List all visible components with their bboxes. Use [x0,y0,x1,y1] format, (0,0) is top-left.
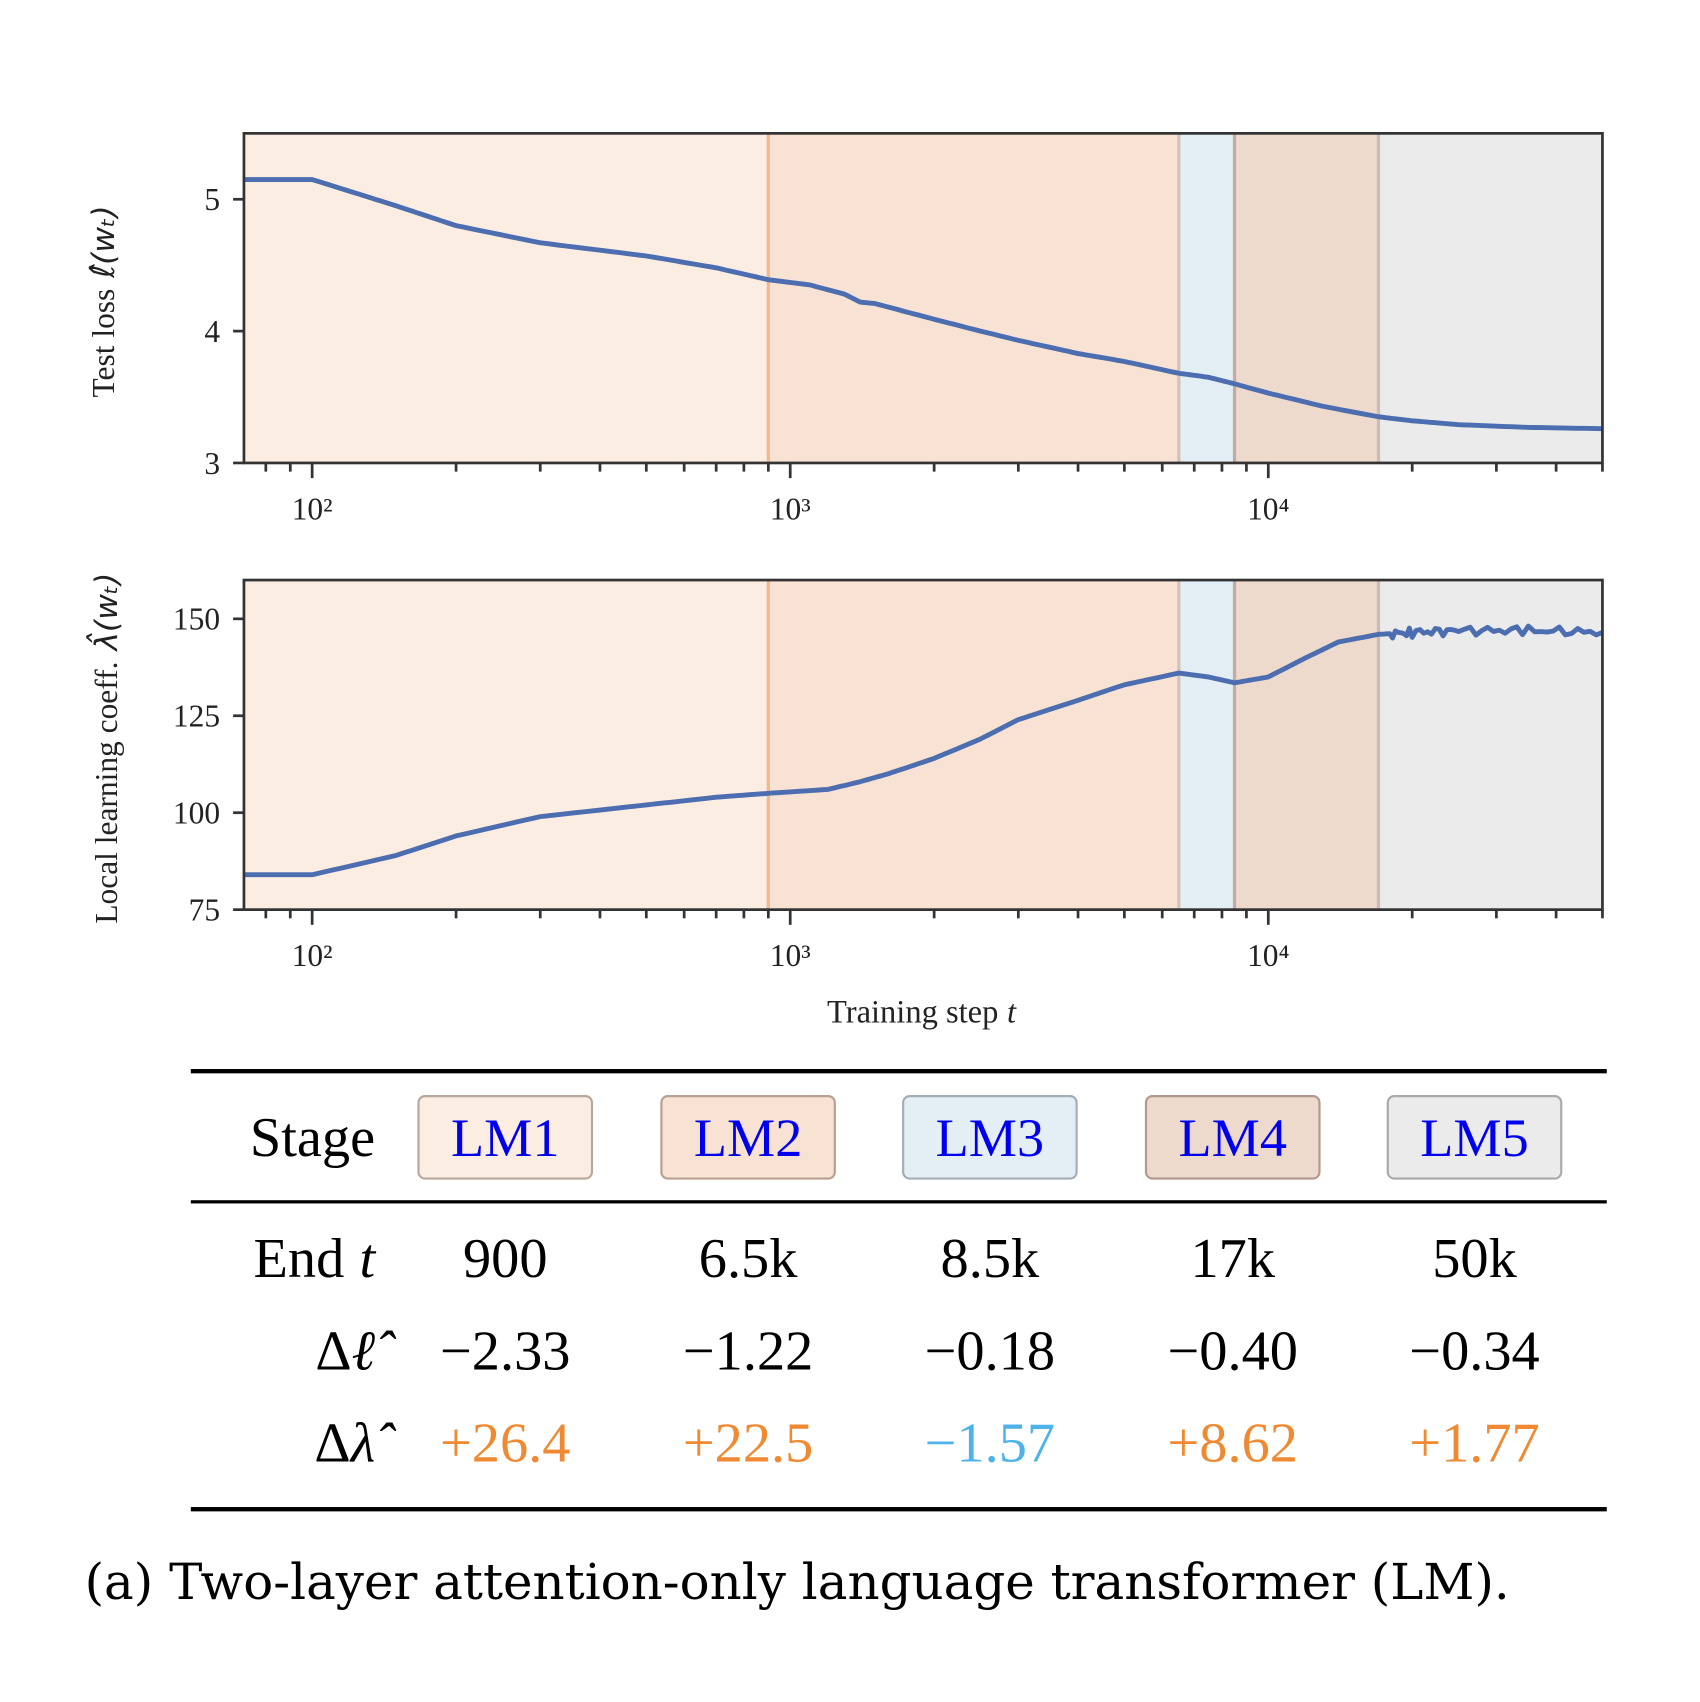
series-line [243,177,1603,432]
stage-band-2 [768,580,1179,910]
delta-loss-row-cell: −0.18 [924,1320,1056,1383]
stage-band-1 [243,133,769,463]
x-tick-label: 10³ [770,938,811,973]
row-label-math: ℓ̂ [351,1320,376,1383]
stage-band-4 [1234,580,1379,910]
axes-frame [242,578,1604,911]
delta-llc-row-label: Δλ̂ [314,1412,375,1476]
row-label-text: Δ [315,1320,352,1383]
delta-llc-row-cell: +1.77 [1409,1412,1540,1475]
row-label-math: t [359,1228,376,1291]
table-bottom-rule [190,1507,1607,1512]
y-tick-label: 5 [204,182,220,217]
row-label-math: λ̂ [350,1412,376,1475]
delta-llc-row-cell: +26.4 [439,1412,571,1475]
stage-band-5 [1378,133,1603,463]
y-tick-label: 125 [173,699,220,734]
delta-loss-row-cell: −1.22 [682,1320,814,1383]
x-tick-label: 10² [292,938,333,973]
y-tick-label: 3 [204,446,220,481]
test-loss-ylabel: Test lossℓ̂(wₜ) [86,205,122,397]
end-step-row-label: End t [253,1227,375,1291]
delta-loss-row-label: Δℓ̂ [315,1319,375,1383]
y-tick-label: 150 [173,602,220,637]
end-step-row-cell: 8.5k [940,1228,1040,1291]
y-tick-label: 100 [173,796,220,831]
stage-badge-lm5: LM5 [1386,1095,1563,1180]
y-tick-label: 75 [189,892,220,927]
end-step-row-cell: 6.5k [698,1228,798,1291]
delta-llc-row-cell: +22.5 [682,1412,814,1475]
row-label-text: End [253,1228,345,1291]
x-tick-label: 10³ [770,491,811,526]
x-tick-label: 10² [292,491,333,526]
test-loss-plot: 3 4 5 10² 10³ 10⁴ [204,132,1604,526]
stage-band-4 [1234,133,1379,463]
llc-ylabel: Local learning coeff.λ̂(wₜ) [85,573,125,924]
delta-loss-row-cell: −0.34 [1409,1320,1540,1383]
stage-band-3 [1178,133,1235,463]
stage-badge-lm2: LM2 [660,1095,836,1180]
stage-header-label: Stage [249,1106,376,1169]
end-step-row-cell: 17k [1190,1228,1276,1291]
table-mid-rule [190,1200,1607,1203]
stage-badge-lm3: LM3 [902,1095,1078,1180]
plots: 3 4 5 10² 10³ 10⁴ 75 100 125 150 10² 10³ 10⁴ Test l… [85,132,1604,1030]
stage-band-1 [243,580,769,910]
end-step-row-cell: 900 [462,1228,548,1291]
delta-loss-row-cell: −0.40 [1167,1320,1298,1383]
delta-loss-row-cell: −2.33 [439,1320,571,1383]
stage-band-3 [1178,580,1235,910]
stage-band-2 [768,133,1179,463]
figure-caption: (a) Two-layer attention-only language tr… [84,1552,1510,1612]
delta-llc-row-cell: −1.57 [924,1412,1056,1475]
delta-llc-row-cell: +8.62 [1167,1412,1298,1475]
llc-plot: 75 100 125 150 10² 10³ 10⁴ [173,578,1604,973]
stage-badge-lm4: LM4 [1144,1095,1321,1180]
series-line [243,623,1604,878]
table-top-rule [190,1069,1607,1074]
x-tick-label: 10⁴ [1247,938,1289,973]
x-axis-label: Training step t [827,994,1017,1030]
row-label-text: Δ [314,1412,351,1475]
x-tick-label: 10⁴ [1247,491,1289,526]
stage-badge-lm1: LM1 [417,1095,594,1180]
end-step-row-cell: 50k [1432,1228,1517,1291]
y-tick-label: 4 [204,314,220,349]
axes-frame [242,132,1604,465]
